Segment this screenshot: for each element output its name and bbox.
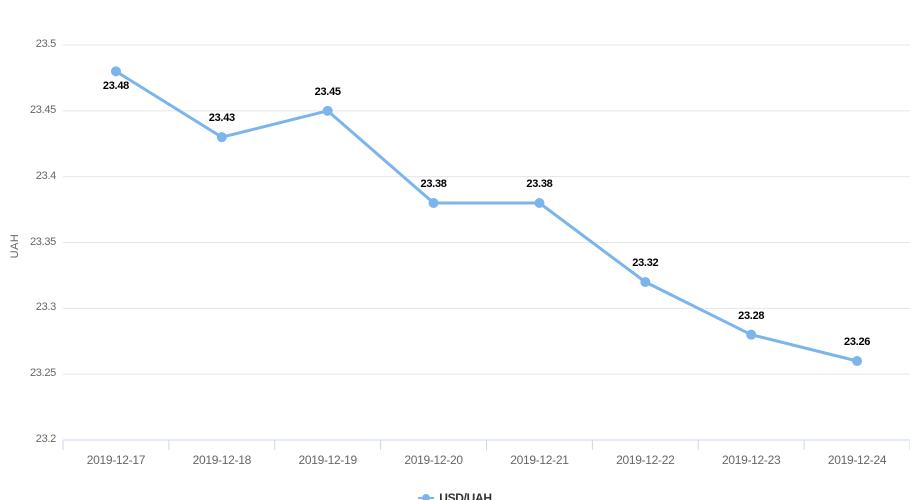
y-axis-label: 23.35	[29, 235, 56, 248]
x-axis-label: 2019-12-22	[616, 453, 675, 467]
y-axis-title: UAH	[9, 233, 21, 259]
x-axis-label: 2019-12-17	[86, 453, 146, 467]
data-point[interactable]	[640, 277, 651, 287]
x-axis-label: 2019-12-18	[192, 453, 252, 467]
legend-item-usd-uah[interactable]: USD/UAH	[0, 491, 910, 500]
data-label: 23.38	[526, 178, 553, 190]
legend-label: USD/UAH	[439, 491, 492, 500]
legend-series-marker-icon	[418, 492, 435, 500]
data-point[interactable]	[746, 329, 757, 340]
series-line-usd-uah[interactable]	[114, 69, 859, 363]
x-axis-label: 2019-12-21	[510, 453, 569, 467]
y-axis-label: 23.25	[29, 367, 56, 380]
y-axis-label: 23.5	[35, 38, 57, 50]
y-axis-label: 23.3	[35, 301, 57, 314]
data-label: 23.26	[844, 336, 871, 348]
x-axis-label: 2019-12-23	[721, 453, 781, 467]
data-point[interactable]	[322, 105, 333, 116]
data-point[interactable]	[428, 198, 439, 208]
data-label: 23.43	[208, 112, 235, 125]
data-point[interactable]	[852, 356, 863, 366]
data-label: 23.48	[102, 80, 129, 93]
y-axis-label: 23.2	[35, 433, 57, 445]
y-axis-label: 23.4	[35, 169, 57, 182]
legend-dot-icon	[422, 494, 431, 500]
x-axis-label: 2019-12-24	[827, 453, 887, 467]
x-axis-label: 2019-12-20	[404, 453, 463, 467]
data-point[interactable]	[110, 66, 121, 77]
data-label: 23.38	[420, 178, 447, 190]
data-label: 23.45	[314, 85, 341, 98]
data-label: 23.28	[738, 309, 765, 322]
y-axis-label: 23.45	[29, 103, 56, 116]
data-label: 23.32	[632, 257, 659, 269]
x-axis-label: 2019-12-19	[298, 453, 357, 467]
data-point[interactable]	[216, 132, 227, 143]
data-point[interactable]	[534, 198, 545, 208]
